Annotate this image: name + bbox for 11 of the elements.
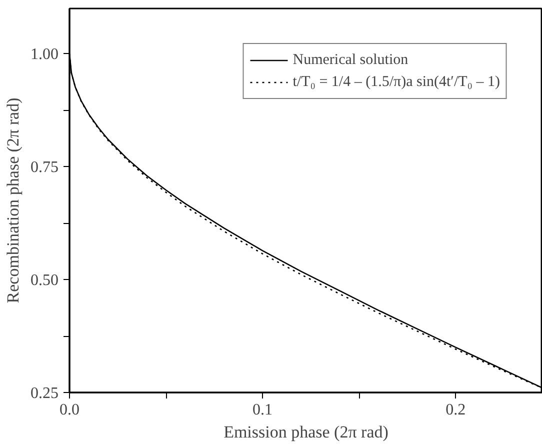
x-tick-label: 0.1 bbox=[252, 402, 273, 418]
y-tick-label: 1.00 bbox=[30, 46, 58, 64]
y-tick-label: 0.25 bbox=[30, 385, 58, 402]
y-tick-label: 0.75 bbox=[30, 159, 58, 176]
legend-label: t/T₀ = 1/4 – (1.5/π)a sin(4t′/T₀ – 1) bbox=[292, 74, 500, 90]
x-axis-title: Emission phase (2π rad) bbox=[224, 422, 388, 442]
x-tick-label: 0.0 bbox=[60, 402, 80, 418]
y-axis-title: Recombination phase (2π rad) bbox=[4, 98, 22, 304]
legend-label: Numerical solution bbox=[292, 52, 408, 68]
y-tick-label: 0.50 bbox=[30, 272, 58, 290]
x-tick-label: 0.2 bbox=[446, 402, 466, 418]
